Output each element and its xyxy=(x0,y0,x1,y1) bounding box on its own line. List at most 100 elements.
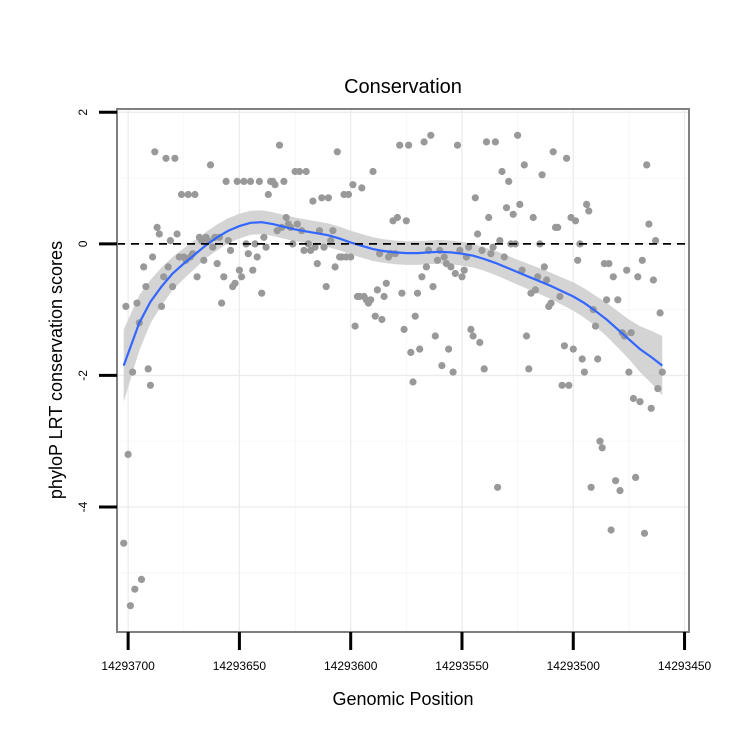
x-tick-label: 14293650 xyxy=(213,659,267,673)
data-point xyxy=(238,273,246,281)
data-point xyxy=(485,213,493,222)
data-point xyxy=(146,381,154,389)
data-point xyxy=(144,365,152,373)
data-point xyxy=(253,253,261,261)
data-point xyxy=(658,368,666,376)
data-point xyxy=(453,141,462,149)
panel-background xyxy=(117,109,689,632)
data-point xyxy=(249,266,257,274)
data-point xyxy=(282,213,290,222)
data-point xyxy=(396,141,404,149)
data-point xyxy=(200,256,208,264)
data-point xyxy=(522,332,531,340)
data-point xyxy=(157,302,166,310)
data-point xyxy=(378,315,386,324)
data-point xyxy=(218,299,226,307)
y-tick-label: -2 xyxy=(76,370,90,381)
x-tick-label: 14293450 xyxy=(658,659,712,673)
x-axis-ticks: 14293700 14293650 14293600 14293550 14293500… xyxy=(101,632,712,673)
data-point xyxy=(382,279,390,287)
data-point xyxy=(151,148,159,156)
data-point xyxy=(140,263,148,271)
data-point xyxy=(647,404,655,412)
data-point xyxy=(373,286,381,294)
data-point xyxy=(246,177,255,185)
data-point xyxy=(640,529,649,537)
data-point xyxy=(447,263,455,271)
data-point xyxy=(460,266,468,274)
data-point xyxy=(400,325,408,333)
data-point xyxy=(520,161,528,169)
data-point xyxy=(240,177,248,185)
data-point xyxy=(478,246,486,254)
data-point xyxy=(629,394,638,403)
data-point xyxy=(407,348,415,356)
data-point xyxy=(591,322,600,330)
data-point xyxy=(206,161,215,169)
data-point xyxy=(393,213,401,222)
data-point xyxy=(465,243,473,251)
data-point xyxy=(491,138,499,146)
data-point xyxy=(474,230,482,238)
data-point xyxy=(578,355,586,363)
data-point xyxy=(262,243,270,251)
data-point xyxy=(649,276,658,284)
data-point xyxy=(547,299,555,307)
data-point xyxy=(623,266,631,274)
data-point xyxy=(467,325,475,333)
data-point xyxy=(124,450,132,458)
plot-panel xyxy=(117,109,689,632)
data-point xyxy=(126,602,134,610)
data-point xyxy=(193,273,201,281)
data-point xyxy=(587,483,595,491)
data-point xyxy=(405,141,413,149)
data-point xyxy=(607,526,615,534)
data-point xyxy=(220,273,228,281)
data-point xyxy=(556,292,564,301)
data-point xyxy=(605,260,613,268)
data-point xyxy=(538,171,546,179)
data-point xyxy=(643,161,651,169)
data-point xyxy=(585,207,593,215)
data-point xyxy=(129,368,137,376)
data-point xyxy=(322,283,330,291)
data-point xyxy=(560,342,569,350)
data-point xyxy=(177,190,186,199)
data-point xyxy=(302,167,310,176)
data-point xyxy=(313,260,321,268)
smooth-line-layer xyxy=(122,221,663,367)
data-point xyxy=(476,338,484,347)
data-point xyxy=(609,273,617,281)
data-point xyxy=(324,194,332,202)
data-point xyxy=(166,237,174,245)
data-point xyxy=(293,220,301,228)
data-point xyxy=(255,177,263,185)
data-point xyxy=(251,240,259,248)
y-tick-label: -4 xyxy=(76,501,90,512)
data-point xyxy=(311,243,319,251)
data-point xyxy=(184,190,192,199)
data-point xyxy=(482,138,491,146)
data-point xyxy=(540,263,548,271)
data-point xyxy=(529,213,537,222)
data-point xyxy=(191,190,199,199)
data-point xyxy=(458,273,466,281)
data-point xyxy=(304,240,312,248)
data-point xyxy=(222,177,230,185)
data-point xyxy=(558,381,566,389)
data-point xyxy=(516,200,524,208)
data-point xyxy=(280,177,288,185)
data-point xyxy=(505,177,513,185)
data-point xyxy=(351,322,359,330)
data-point xyxy=(625,368,633,376)
data-point xyxy=(331,263,339,271)
smooth-line xyxy=(122,221,663,367)
data-point xyxy=(445,345,453,353)
data-point xyxy=(654,385,662,393)
data-point xyxy=(233,177,241,185)
data-point xyxy=(258,289,266,297)
y-tick-label: 0 xyxy=(76,240,90,247)
y-axis-ticks: 2 0 -2 -4 xyxy=(76,109,117,512)
data-point xyxy=(231,279,239,287)
data-point xyxy=(429,283,437,291)
